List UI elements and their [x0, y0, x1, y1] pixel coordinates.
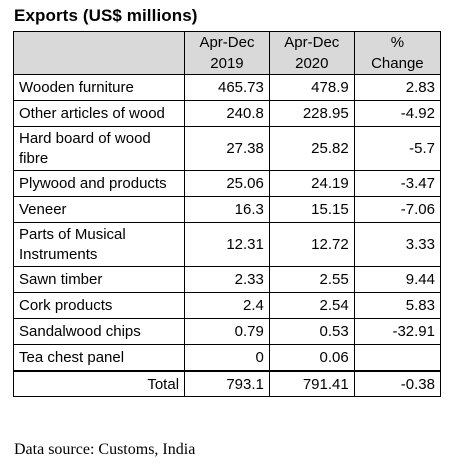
- value-2019: 2.33: [184, 266, 270, 293]
- total-2020: 791.41: [268, 370, 355, 397]
- table-row: Sawn timber 2.33 2.55 9.44: [12, 266, 442, 293]
- value-2020: 0.06: [268, 344, 355, 372]
- total-change: -0.38: [353, 370, 442, 397]
- value-change: 2.83: [353, 74, 442, 101]
- data-source-note: Data source: Customs, India: [14, 441, 196, 458]
- header-blank-cell: [12, 31, 186, 75]
- header-row: Apr-Dec 2019 Apr-Dec 2020 % Change: [12, 31, 442, 75]
- table-row: Parts of Musical Instruments 12.31 12.72…: [12, 222, 442, 267]
- value-2019: 0: [184, 344, 270, 372]
- total-2019: 793.1: [184, 370, 270, 397]
- table-title: Exports (US$ millions): [14, 6, 198, 25]
- value-2019: 27.38: [184, 126, 270, 171]
- table-row: Hard board of wood fibre 27.38 25.82 -5.…: [12, 126, 442, 171]
- header-2019: Apr-Dec 2019: [184, 31, 270, 75]
- value-2020: 228.95: [268, 100, 355, 127]
- value-change: 5.83: [353, 292, 442, 319]
- value-2019: 25.06: [184, 170, 270, 197]
- header-2020-line2: 2020: [295, 55, 329, 72]
- value-2020: 2.55: [268, 266, 355, 293]
- table-row: Tea chest panel 0 0.06: [12, 344, 442, 372]
- table-row: Veneer 16.3 15.15 -7.06: [12, 196, 442, 223]
- header-2020: Apr-Dec 2020: [268, 31, 355, 75]
- header-2019-line1: Apr-Dec: [199, 34, 255, 51]
- table-row: Other articles of wood 240.8 228.95 -4.9…: [12, 100, 442, 127]
- header-change-line2: Change: [371, 55, 424, 72]
- value-change: 3.33: [353, 222, 442, 267]
- value-2019: 0.79: [184, 318, 270, 345]
- table-row: Cork products 2.4 2.54 5.83: [12, 292, 442, 319]
- value-change: -32.91: [353, 318, 442, 345]
- header-2019-line2: 2019: [210, 55, 244, 72]
- row-label: Wooden furniture: [12, 74, 186, 101]
- value-2020: 12.72: [268, 222, 355, 267]
- table-row: Sandalwood chips 0.79 0.53 -32.91: [12, 318, 442, 345]
- row-label: Veneer: [12, 196, 186, 223]
- value-change: -7.06: [353, 196, 442, 223]
- value-2019: 16.3: [184, 196, 270, 223]
- value-2020: 15.15: [268, 196, 355, 223]
- row-label: Other articles of wood: [12, 100, 186, 127]
- total-label: Total: [12, 370, 186, 397]
- value-2019: 465.73: [184, 74, 270, 101]
- row-label: Plywood and products: [12, 170, 186, 197]
- row-label: Sawn timber: [12, 266, 186, 293]
- header-change-line1: %: [390, 34, 405, 51]
- row-label: Parts of Musical Instruments: [12, 222, 186, 267]
- total-row: Total 793.1 791.41 -0.38: [12, 370, 442, 397]
- exports-table: Apr-Dec 2019 Apr-Dec 2020 % Change Woode…: [12, 31, 442, 397]
- value-change: [353, 344, 442, 372]
- row-label: Cork products: [12, 292, 186, 319]
- table-row: Plywood and products 25.06 24.19 -3.47: [12, 170, 442, 197]
- value-2020: 2.54: [268, 292, 355, 319]
- value-2020: 24.19: [268, 170, 355, 197]
- header-change: % Change: [353, 31, 442, 75]
- value-2020: 25.82: [268, 126, 355, 171]
- row-label: Tea chest panel: [12, 344, 186, 372]
- value-2020: 0.53: [268, 318, 355, 345]
- value-2019: 2.4: [184, 292, 270, 319]
- value-change: 9.44: [353, 266, 442, 293]
- value-change: -4.92: [353, 100, 442, 127]
- table-row: Wooden furniture 465.73 478.9 2.83: [12, 74, 442, 101]
- row-label: Sandalwood chips: [12, 318, 186, 345]
- value-2019: 240.8: [184, 100, 270, 127]
- value-change: -3.47: [353, 170, 442, 197]
- value-change: -5.7: [353, 126, 442, 171]
- row-label: Hard board of wood fibre: [12, 126, 186, 171]
- value-2020: 478.9: [268, 74, 355, 101]
- value-2019: 12.31: [184, 222, 270, 267]
- header-2020-line1: Apr-Dec: [284, 34, 340, 51]
